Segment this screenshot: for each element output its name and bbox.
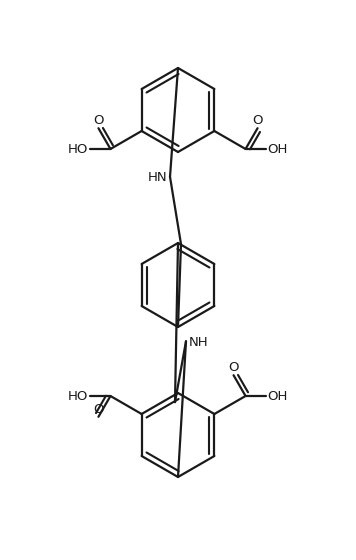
Text: HN: HN [147,171,167,184]
Text: O: O [93,114,104,127]
Text: HO: HO [68,142,88,156]
Text: NH: NH [189,336,209,349]
Text: HO: HO [68,390,88,403]
Text: O: O [252,114,263,127]
Text: OH: OH [268,390,288,403]
Text: O: O [93,403,104,416]
Text: OH: OH [268,142,288,156]
Text: O: O [228,361,239,374]
